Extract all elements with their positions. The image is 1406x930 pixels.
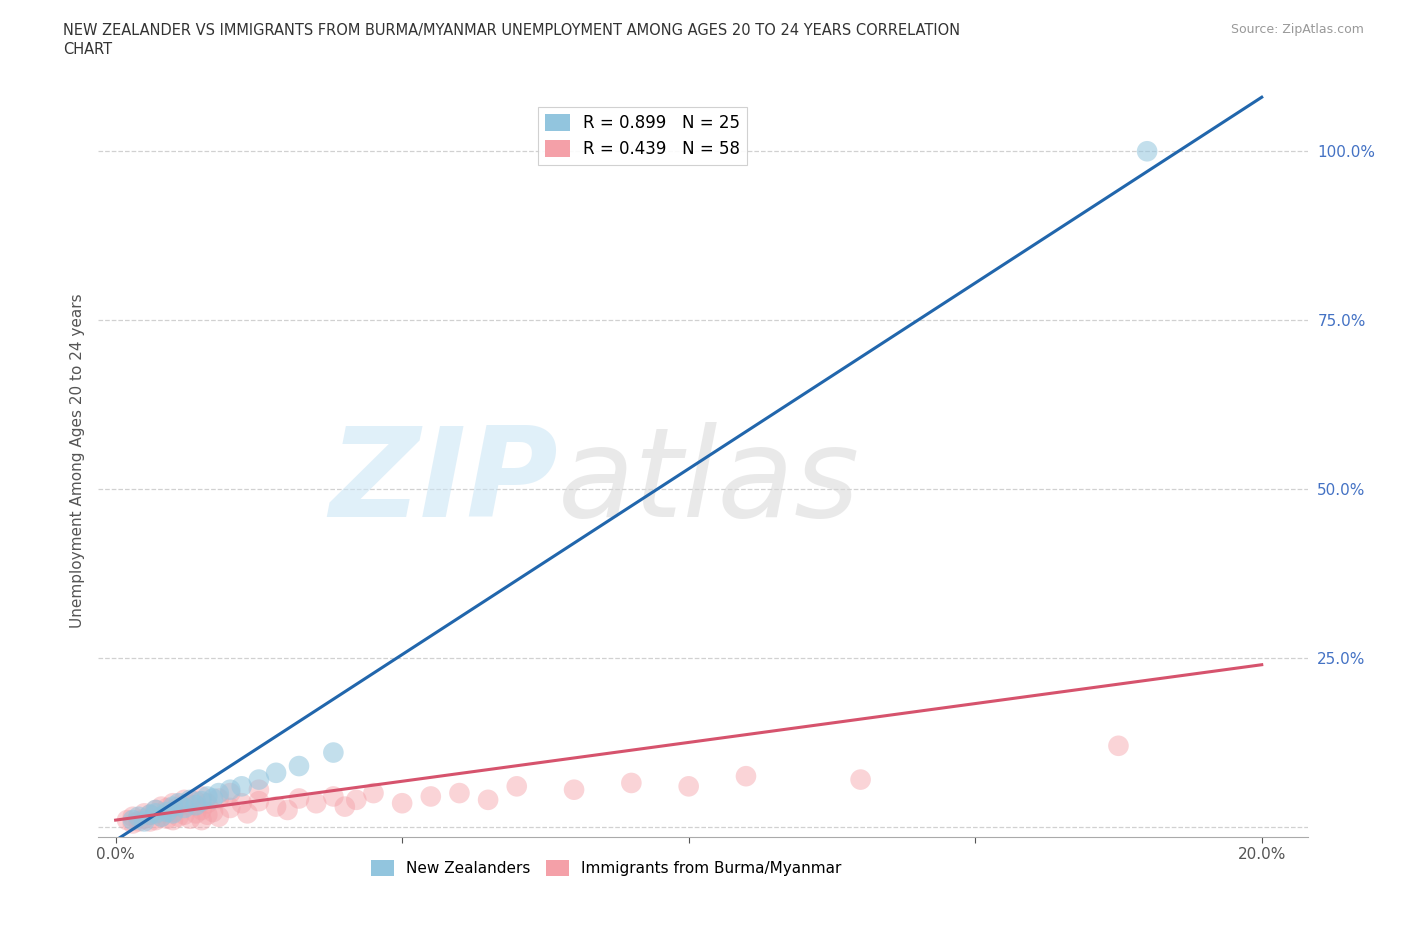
- Point: [145, 803, 167, 817]
- Point: [190, 793, 212, 808]
- Point: [208, 786, 231, 801]
- Point: [190, 789, 212, 804]
- Point: [247, 772, 270, 787]
- Point: [190, 813, 212, 828]
- Point: [167, 796, 190, 811]
- Point: [506, 779, 529, 794]
- Point: [156, 811, 179, 826]
- Point: [344, 792, 367, 807]
- Point: [735, 769, 758, 784]
- Point: [184, 793, 207, 808]
- Point: [134, 806, 156, 821]
- Point: [208, 791, 231, 806]
- Point: [1136, 144, 1159, 159]
- Point: [162, 813, 184, 828]
- Point: [219, 801, 242, 816]
- Point: [173, 807, 195, 822]
- Point: [305, 796, 328, 811]
- Point: [419, 789, 441, 804]
- Point: [322, 745, 344, 760]
- Point: [363, 786, 385, 801]
- Point: [219, 782, 242, 797]
- Legend: New Zealanders, Immigrants from Burma/Myanmar: New Zealanders, Immigrants from Burma/My…: [366, 854, 848, 882]
- Point: [121, 813, 143, 828]
- Point: [849, 772, 872, 787]
- Point: [145, 813, 167, 828]
- Point: [247, 782, 270, 797]
- Point: [139, 807, 162, 822]
- Point: [150, 809, 173, 824]
- Point: [115, 813, 138, 828]
- Point: [134, 811, 156, 826]
- Point: [179, 811, 201, 826]
- Point: [139, 807, 162, 822]
- Text: atlas: atlas: [558, 422, 860, 543]
- Point: [620, 776, 643, 790]
- Point: [231, 796, 253, 811]
- Point: [167, 799, 190, 814]
- Point: [162, 806, 184, 821]
- Point: [264, 799, 287, 814]
- Point: [173, 792, 195, 807]
- Point: [184, 806, 207, 821]
- Point: [391, 796, 413, 811]
- Point: [139, 814, 162, 829]
- Text: Source: ZipAtlas.com: Source: ZipAtlas.com: [1230, 23, 1364, 36]
- Point: [162, 799, 184, 814]
- Point: [202, 804, 225, 819]
- Point: [134, 814, 156, 829]
- Point: [162, 796, 184, 811]
- Point: [449, 786, 471, 801]
- Point: [322, 789, 344, 804]
- Point: [128, 814, 150, 829]
- Point: [179, 798, 201, 813]
- Point: [333, 799, 356, 814]
- Point: [162, 804, 184, 819]
- Point: [195, 796, 218, 811]
- Point: [195, 807, 218, 822]
- Point: [173, 801, 195, 816]
- Point: [150, 809, 173, 824]
- Point: [678, 779, 700, 794]
- Point: [156, 801, 179, 816]
- Text: ZIP: ZIP: [329, 422, 558, 543]
- Point: [179, 792, 201, 807]
- Point: [236, 806, 259, 821]
- Point: [190, 803, 212, 817]
- Point: [219, 786, 242, 801]
- Text: CHART: CHART: [63, 42, 112, 57]
- Point: [288, 791, 311, 806]
- Point: [128, 809, 150, 824]
- Point: [145, 803, 167, 817]
- Point: [562, 782, 585, 797]
- Point: [247, 793, 270, 808]
- Point: [150, 799, 173, 814]
- Point: [208, 809, 231, 824]
- Text: NEW ZEALANDER VS IMMIGRANTS FROM BURMA/MYANMAR UNEMPLOYMENT AMONG AGES 20 TO 24 : NEW ZEALANDER VS IMMIGRANTS FROM BURMA/M…: [63, 23, 960, 38]
- Y-axis label: Unemployment Among Ages 20 to 24 years: Unemployment Among Ages 20 to 24 years: [69, 293, 84, 628]
- Point: [231, 779, 253, 794]
- Point: [121, 809, 143, 824]
- Point: [477, 792, 499, 807]
- Point: [202, 791, 225, 806]
- Point: [167, 809, 190, 824]
- Point: [1107, 738, 1129, 753]
- Point: [277, 803, 299, 817]
- Point: [264, 765, 287, 780]
- Point: [195, 789, 218, 804]
- Point: [121, 816, 143, 830]
- Point: [156, 804, 179, 819]
- Point: [288, 759, 311, 774]
- Point: [184, 798, 207, 813]
- Point: [145, 806, 167, 821]
